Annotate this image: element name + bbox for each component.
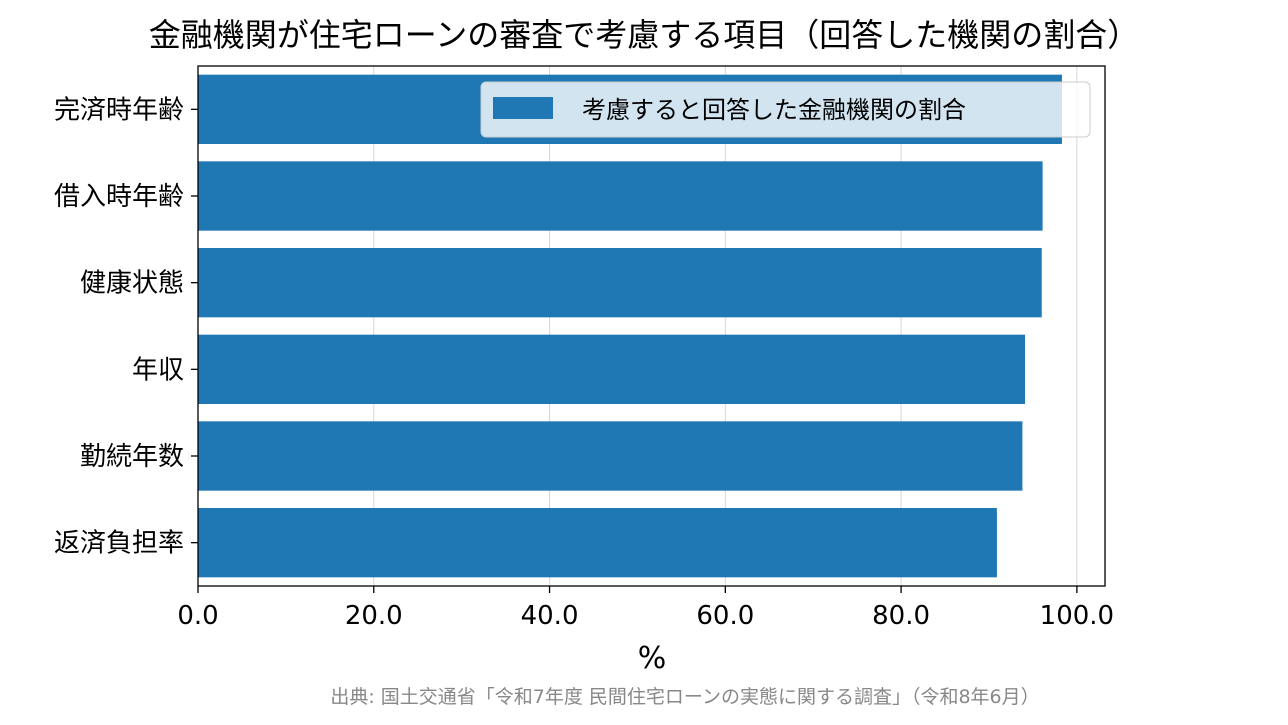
- y-tick-label: 返済負担率: [54, 529, 184, 559]
- legend-swatch: [493, 97, 553, 119]
- bar: [198, 334, 1026, 404]
- y-tick-label: 勤続年数: [80, 442, 184, 472]
- bar: [198, 508, 997, 578]
- x-tick-label: 100.0: [1040, 601, 1114, 631]
- y-tick-label: 借入時年齢: [54, 182, 184, 212]
- bars: [198, 74, 1062, 578]
- legend-label: 考慮すると回答した金融機関の割合: [582, 96, 966, 124]
- bar: [198, 248, 1042, 318]
- x-axis-ticks: 0.0 20.0 40.0 60.0 80.0 100.0: [177, 586, 1114, 631]
- bar: [198, 161, 1043, 231]
- source-note: 出典: 国土交通省「令和7年度 民間住宅ローンの実態に関する調査」（令和8年6月…: [330, 686, 1039, 708]
- x-tick-label: 20.0: [345, 601, 403, 631]
- y-tick-label: 完済時年齢: [54, 95, 184, 125]
- x-tick-label: 60.0: [696, 601, 754, 631]
- y-tick-label: 年収: [132, 355, 184, 385]
- legend-box: [480, 81, 1091, 138]
- bar: [198, 421, 1023, 491]
- x-tick-label: 80.0: [872, 601, 930, 631]
- legend: 考慮すると回答した金融機関の割合: [480, 81, 1091, 138]
- plot-frame: [197, 65, 1106, 587]
- x-axis-label: %: [638, 641, 667, 676]
- x-tick-label: 40.0: [521, 601, 579, 631]
- y-tick-label: 健康状態: [80, 269, 184, 299]
- chart-title: 金融機関が住宅ローンの審査で考慮する項目（回答した機関の割合）: [149, 16, 1139, 54]
- x-tick-label: 0.0: [177, 601, 218, 631]
